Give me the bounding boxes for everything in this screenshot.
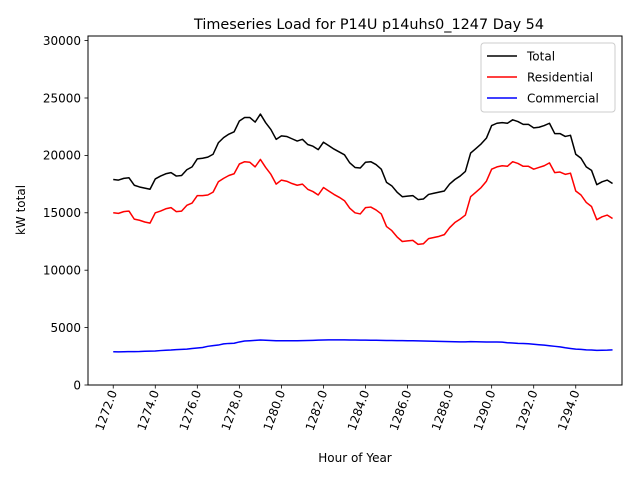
y-axis-ticks: 0 5000 10000 15000 20000 25000 30000 [43, 34, 88, 392]
y-tick-label: 10000 [43, 263, 81, 277]
series-line-commercial [113, 339, 613, 353]
series-lines [113, 113, 613, 353]
legend-label-commercial: Commercial [527, 91, 599, 105]
y-tick-label: 20000 [43, 149, 81, 163]
series-line-total [113, 113, 613, 201]
chart-title: Timeseries Load for P14U p14uhs0_1247 Da… [193, 17, 544, 33]
y-tick-label: 25000 [43, 91, 81, 105]
legend-box [480, 42, 616, 113]
legend-label-total: Total [526, 49, 555, 63]
plot-frame [87, 35, 623, 386]
legend-label-residential: Residential [527, 70, 593, 84]
y-tick-label: 5000 [50, 321, 81, 335]
y-tick-label: 30000 [43, 34, 81, 48]
legend: Total Residential Commercial [480, 42, 616, 113]
y-tick-label: 0 [73, 378, 81, 392]
y-tick-label: 15000 [43, 206, 81, 220]
x-axis-label: Hour of Year [318, 451, 392, 465]
series-line-residential [113, 158, 613, 246]
y-axis-label: kW total [14, 185, 28, 235]
